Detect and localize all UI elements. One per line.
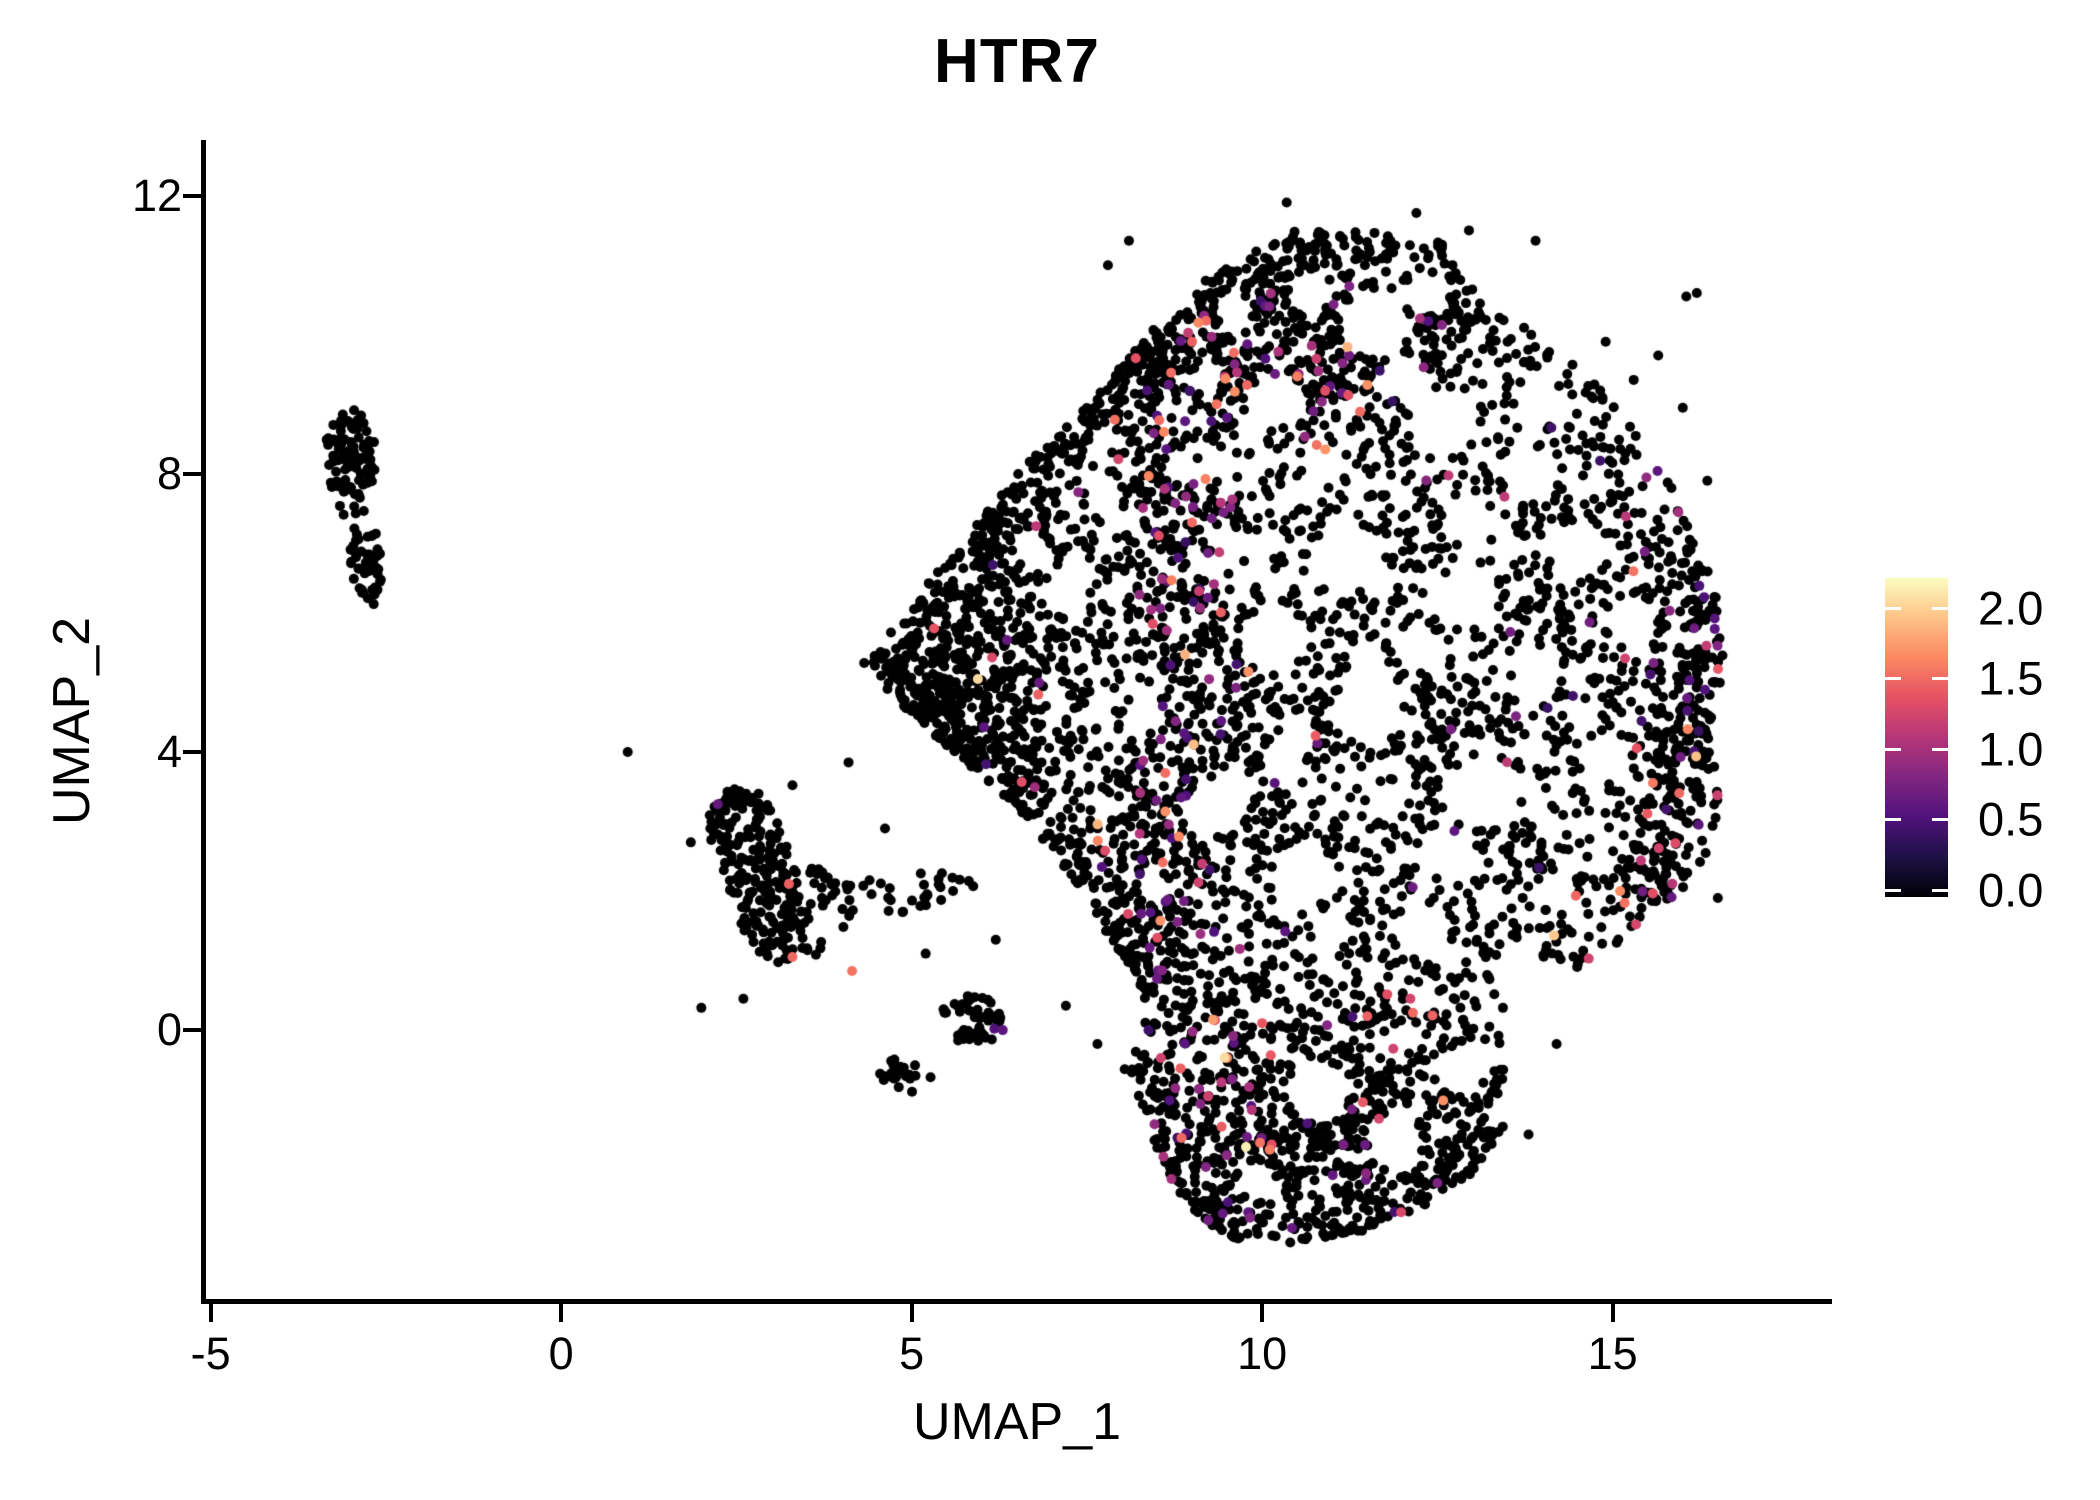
y-axis-tick-label: 8 bbox=[156, 447, 182, 499]
x-axis-tick-mark bbox=[1260, 1304, 1265, 1322]
y-axis-tick-label: 4 bbox=[156, 725, 182, 777]
colorbar-tick-label: 1.5 bbox=[1978, 651, 2044, 705]
x-axis-tick-mark bbox=[1610, 1304, 1615, 1322]
y-axis-tick-label: 0 bbox=[156, 1004, 182, 1056]
x-axis-tick-label: 15 bbox=[1587, 1328, 1638, 1379]
colorbar-tick-mark bbox=[1885, 606, 1901, 610]
colorbar-tick-label: 0.5 bbox=[1978, 792, 2044, 846]
y-axis-line bbox=[201, 140, 206, 1304]
x-axis-tick-mark bbox=[208, 1304, 213, 1322]
y-axis-tick-mark bbox=[183, 471, 201, 476]
colorbar-tick-mark bbox=[1885, 747, 1901, 751]
colorbar-gradient bbox=[1885, 578, 1948, 897]
x-axis-tick-label: 10 bbox=[1237, 1328, 1288, 1379]
x-axis-tick-label: -5 bbox=[190, 1328, 231, 1379]
x-axis-tick-label: 5 bbox=[899, 1328, 925, 1379]
colorbar-tick-mark bbox=[1932, 747, 1948, 751]
x-axis-tick-label: 0 bbox=[548, 1328, 574, 1379]
x-axis-tick-mark bbox=[909, 1304, 914, 1322]
x-axis-tick-mark bbox=[559, 1304, 564, 1322]
y-axis-tick-mark bbox=[183, 1028, 201, 1033]
y-axis-title: UMAP_2 bbox=[43, 616, 101, 826]
x-axis-line bbox=[201, 1299, 1832, 1304]
colorbar-tick-label: 1.0 bbox=[1978, 722, 2044, 776]
colorbar-tick-mark bbox=[1885, 677, 1901, 681]
y-axis-tick-label: 12 bbox=[131, 169, 182, 221]
colorbar-tick-mark bbox=[1885, 818, 1901, 822]
colorbar-tick-label: 0.0 bbox=[1978, 863, 2044, 917]
colorbar-tick-mark bbox=[1932, 606, 1948, 610]
colorbar-tick-label: 2.0 bbox=[1978, 581, 2044, 635]
plot-title: HTR7 bbox=[934, 27, 1100, 96]
colorbar-tick-mark bbox=[1932, 677, 1948, 681]
colorbar-tick-mark bbox=[1932, 888, 1948, 892]
colorbar-tick-mark bbox=[1885, 888, 1901, 892]
colorbar-tick-mark bbox=[1932, 818, 1948, 822]
y-axis-tick-mark bbox=[183, 193, 201, 198]
y-axis-tick-mark bbox=[183, 749, 201, 754]
x-axis-title: UMAP_1 bbox=[912, 1393, 1122, 1451]
